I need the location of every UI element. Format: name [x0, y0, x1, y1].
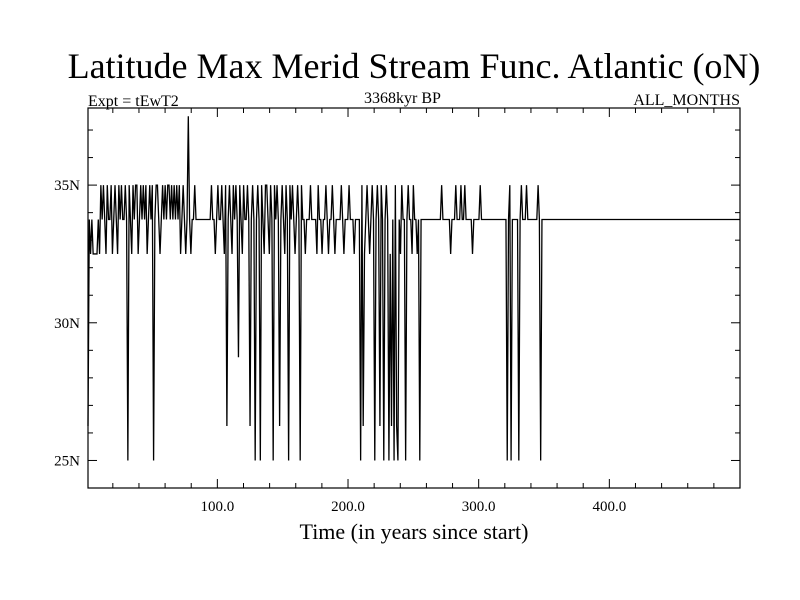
y-tick-label: 25N — [54, 453, 80, 469]
y-tick-label: 35N — [54, 178, 80, 194]
x-tick-label: 200.0 — [331, 499, 365, 515]
plot-area-frame — [87, 107, 741, 489]
chart-title: Latitude Max Merid Stream Func. Atlantic… — [67, 46, 761, 86]
y-tick-label: 30N — [54, 316, 80, 332]
x-tick-label: 100.0 — [200, 499, 234, 515]
x-axis-label: Time (in years since start) — [299, 519, 529, 544]
experiment-label: Expt = tEwT2 — [88, 93, 179, 110]
series-line — [87, 116, 740, 461]
months-label: ALL_MONTHS — [633, 92, 740, 109]
period-label: 3368kyr BP — [364, 90, 441, 107]
axis-ticks — [88, 108, 740, 488]
x-tick-label: 400.0 — [592, 499, 626, 515]
x-tick-label: 300.0 — [462, 499, 496, 515]
axis-tick-labels: 100.0 200.0 300.0 400.0 25N 30N 35N — [54, 178, 626, 515]
